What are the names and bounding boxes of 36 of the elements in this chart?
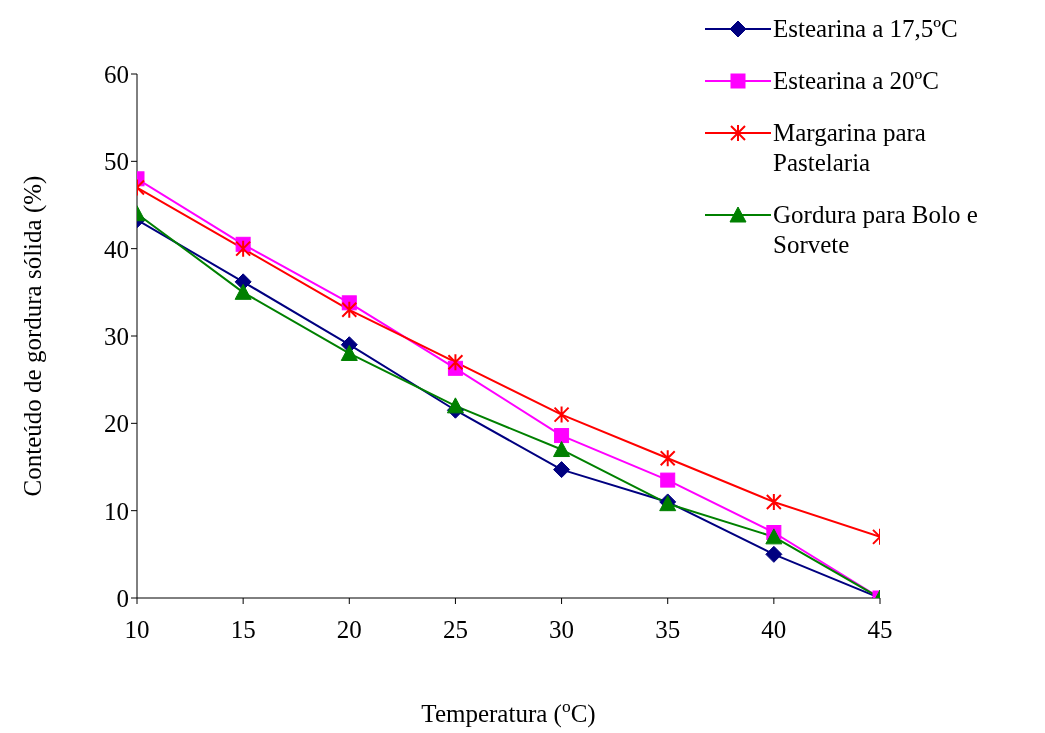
point [235, 239, 252, 258]
point [659, 449, 676, 468]
point [553, 441, 571, 458]
x-tick-label: 20 [336, 615, 362, 643]
y-tick-label: 60 [104, 60, 129, 88]
point [341, 300, 358, 319]
x-tick-label: 40 [761, 615, 787, 643]
x-tick-label: 35 [655, 615, 681, 643]
legend-label: Gordura para Bolo e Sorvete [773, 200, 979, 260]
x-tick-label: 10 [124, 615, 150, 643]
point [660, 472, 676, 488]
y-tick-label: 40 [104, 235, 129, 263]
point [553, 461, 571, 479]
x-tick-label: 15 [230, 615, 256, 643]
x-tick-label: 25 [442, 615, 468, 643]
y-tick-label: 10 [104, 497, 129, 525]
point [234, 283, 252, 300]
point [446, 397, 464, 414]
point [765, 492, 782, 511]
y-tick-label: 20 [104, 410, 129, 438]
y-tick-label: 50 [104, 148, 129, 176]
y-tick-label: 30 [104, 322, 129, 350]
legend-label: Estearina a 20ºC [773, 66, 941, 96]
y-tick-label: 0 [116, 584, 129, 612]
legend-label: Margarina para Pastelaria [773, 118, 927, 178]
point [553, 405, 570, 424]
point [340, 344, 358, 361]
x-tick-label: 45 [867, 615, 893, 643]
y-axis-title: Conteúdo de gordura sólida (%) [18, 175, 47, 497]
point [765, 528, 783, 545]
point [765, 545, 783, 563]
point [554, 428, 570, 444]
point [447, 353, 464, 372]
x-axis-title: Temperatura ($^{o}$C) [421, 696, 596, 728]
x-tick-label: 30 [549, 615, 575, 643]
legend-label: Estearina a 17,5ºC [773, 14, 959, 44]
